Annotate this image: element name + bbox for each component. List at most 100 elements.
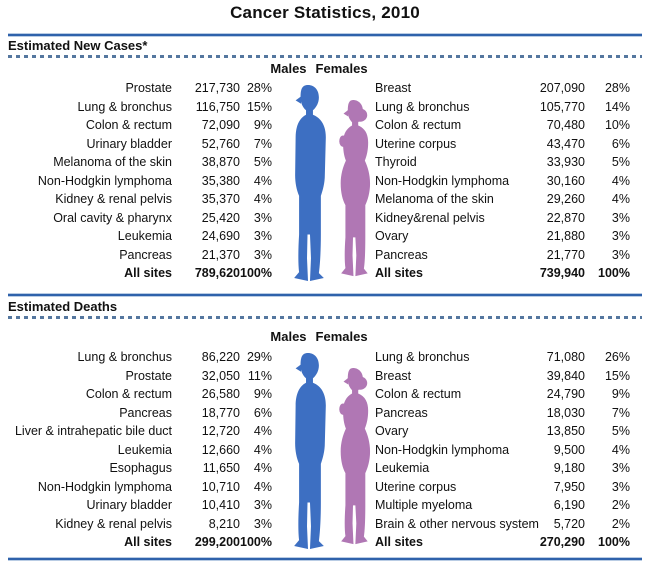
cell-pct: 3%	[611, 461, 630, 476]
cell-count: 6,190	[553, 498, 585, 513]
cell-site: Pancreas	[375, 405, 428, 420]
gender-header: Males Females	[0, 61, 644, 76]
table-row: Kidney&renal pelvis 22,870 3%	[375, 209, 630, 228]
cell-count: 12,660	[201, 442, 240, 457]
table-row: Breast 39,840 15%	[375, 367, 630, 386]
cell-site: Colon & rectum	[85, 118, 172, 133]
males-label: Males	[270, 329, 307, 344]
cell-site: Colon & rectum	[375, 387, 462, 402]
cell-pct: 3%	[611, 210, 630, 225]
cell-count: 43,470	[546, 136, 585, 151]
cell-pct: 5%	[611, 155, 630, 170]
cell-site: Breast	[375, 368, 412, 383]
cell-count: 30,160	[546, 173, 585, 188]
cell-pct: 7%	[253, 136, 272, 151]
cell-pct: 100%	[240, 535, 272, 550]
cell-site: Leukemia	[375, 461, 430, 476]
cell-pct: 3%	[253, 516, 272, 531]
table-row: Uterine corpus 43,470 6%	[375, 135, 630, 154]
male-nose	[295, 364, 302, 372]
cell-pct: 9%	[253, 387, 272, 402]
cell-site: All sites	[124, 535, 172, 550]
cell-pct: 7%	[611, 405, 630, 420]
cell-site: Breast	[375, 81, 412, 96]
table-row: Non-Hodgkin lymphoma 10,710 4%	[0, 478, 272, 497]
cell-pct: 10%	[604, 118, 630, 133]
table-row: Liver & intrahepatic bile duct 12,720 4%	[0, 422, 272, 441]
cell-pct: 6%	[611, 136, 630, 151]
table-row: Leukemia 24,690 3%	[0, 227, 272, 246]
cell-count: 13,850	[546, 424, 585, 439]
cell-count: 9,180	[553, 461, 585, 476]
cell-count: 86,220	[201, 350, 240, 365]
females-label: Females	[315, 329, 368, 344]
cell-pct: 4%	[611, 192, 630, 207]
table-row: Urinary bladder 10,410 3%	[0, 496, 272, 515]
cell-count: 24,690	[201, 229, 240, 244]
cell-pct: 28%	[604, 81, 630, 96]
female-body	[339, 99, 371, 277]
cell-site: Leukemia	[117, 229, 172, 244]
cell-pct: 9%	[611, 387, 630, 402]
cell-count: 5,720	[553, 516, 585, 531]
females-label: Females	[315, 61, 368, 76]
cell-count: 739,940	[539, 266, 585, 281]
cell-count: 7,950	[553, 479, 585, 494]
male-nose	[295, 96, 302, 104]
cell-site: Uterine corpus	[375, 136, 457, 151]
divider-solid	[8, 293, 642, 297]
cell-pct: 3%	[253, 247, 272, 262]
cell-count: 33,930	[546, 155, 585, 170]
table-row: Non-Hodgkin lymphoma 9,500 4%	[375, 441, 630, 460]
cell-pct: 4%	[253, 424, 272, 439]
cell-pct: 5%	[611, 424, 630, 439]
table-total-row: All sites 739,940 100%	[375, 264, 630, 283]
cell-site: Urinary bladder	[86, 136, 172, 151]
cell-pct: 15%	[246, 99, 272, 114]
new-cases-females-table: Breast 207,090 28% Lung & bronchus 105,770 14…	[375, 79, 630, 283]
cell-site: Liver & intrahepatic bile duct	[14, 424, 172, 439]
cell-count: 12,720	[201, 424, 240, 439]
cell-count: 18,030	[546, 405, 585, 420]
table-row: Pancreas 18,770 6%	[0, 404, 272, 423]
table-row: Brain & other nervous system 5,720 2%	[375, 515, 630, 534]
cell-site: All sites	[375, 535, 423, 550]
gender-header: Males Females	[0, 329, 644, 344]
cell-count: 11,650	[202, 461, 240, 476]
cell-site: Colon & rectum	[85, 387, 172, 402]
table-row: Prostate 217,730 28%	[0, 79, 272, 98]
cell-site: Esophagus	[109, 461, 172, 476]
male-body	[294, 84, 326, 282]
table-row: Leukemia 12,660 4%	[0, 441, 272, 460]
cell-site: Uterine corpus	[375, 479, 457, 494]
table-row: Leukemia 9,180 3%	[375, 459, 630, 478]
cell-site: Kidney & renal pelvis	[55, 192, 172, 207]
cell-pct: 4%	[253, 442, 272, 457]
cell-count: 18,770	[201, 405, 240, 420]
cell-count: 38,870	[201, 155, 240, 170]
table-row: Melanoma of the skin 38,870 5%	[0, 153, 272, 172]
cell-site: Pancreas	[119, 405, 172, 420]
divider-solid	[8, 557, 642, 561]
cell-pct: 4%	[253, 479, 272, 494]
female-bust	[339, 135, 347, 147]
cell-site: Ovary	[375, 229, 409, 244]
cell-site: Urinary bladder	[86, 498, 172, 513]
cell-pct: 4%	[611, 173, 630, 188]
cell-count: 299,200	[194, 535, 240, 550]
cell-pct: 3%	[253, 229, 272, 244]
cell-count: 789,620	[194, 266, 240, 281]
cell-count: 21,370	[201, 247, 240, 262]
female-silhouette	[339, 99, 371, 277]
male-silhouette	[294, 84, 326, 282]
cell-pct: 15%	[604, 368, 630, 383]
table-row: Pancreas 21,770 3%	[375, 246, 630, 265]
table-row: Prostate 32,050 11%	[0, 367, 272, 386]
table-row: Non-Hodgkin lymphoma 30,160 4%	[375, 172, 630, 191]
female-nose	[343, 377, 349, 385]
cell-count: 8,210	[208, 516, 240, 531]
cell-count: 25,420	[201, 210, 240, 225]
cell-site: Brain & other nervous system	[375, 516, 539, 531]
cell-site: Kidney&renal pelvis	[375, 210, 485, 225]
